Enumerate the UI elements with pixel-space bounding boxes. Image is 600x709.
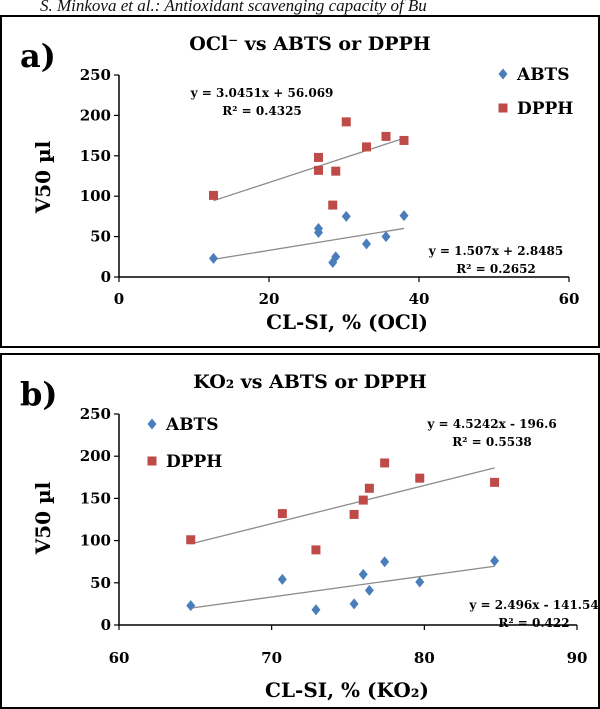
legend-label-abts: ABTS bbox=[165, 415, 219, 435]
y-tick-label: 0 bbox=[101, 616, 111, 634]
data-point-abts bbox=[380, 556, 390, 568]
y-tick-label: 200 bbox=[80, 106, 111, 124]
panel-label: a) bbox=[20, 37, 56, 75]
data-point-abts bbox=[277, 573, 287, 585]
data-point-abts bbox=[364, 584, 374, 596]
trendline bbox=[190, 565, 495, 609]
trendline-r2: R² = 0.5538 bbox=[452, 435, 532, 449]
data-point-dpph bbox=[381, 131, 391, 141]
trendline-r2: R² = 0.4325 bbox=[222, 104, 302, 118]
data-point-dpph bbox=[364, 483, 374, 493]
legend-marker-dpph bbox=[147, 456, 157, 466]
x-tick-label: 80 bbox=[414, 649, 435, 667]
series-dpph bbox=[209, 117, 409, 210]
data-point-dpph bbox=[277, 509, 287, 519]
data-point-abts bbox=[490, 555, 500, 567]
data-point-dpph bbox=[358, 495, 368, 505]
data-point-abts bbox=[358, 568, 368, 580]
data-point-dpph bbox=[311, 545, 321, 555]
data-point-abts bbox=[381, 231, 391, 243]
series-abts bbox=[186, 555, 500, 616]
panel-border bbox=[0, 353, 600, 709]
data-point-dpph bbox=[341, 117, 351, 127]
trendline bbox=[190, 467, 495, 545]
data-point-abts bbox=[209, 252, 218, 264]
legend-label-dpph: DPPH bbox=[517, 99, 573, 119]
data-point-dpph bbox=[349, 509, 359, 519]
data-point-dpph bbox=[209, 190, 218, 200]
panel-label: b) bbox=[20, 375, 58, 413]
data-point-abts bbox=[311, 604, 321, 616]
x-axis-label: CL-SI, % (KO₂) bbox=[265, 678, 429, 702]
trendline-r2: R² = 0.422 bbox=[498, 616, 569, 630]
data-point-dpph bbox=[490, 477, 500, 487]
data-point-dpph bbox=[362, 142, 371, 152]
data-point-dpph bbox=[331, 166, 341, 176]
panel-border bbox=[0, 15, 600, 348]
chart-title: OCl⁻ vs ABTS or DPPH bbox=[189, 33, 431, 55]
legend-marker-abts bbox=[147, 418, 157, 430]
data-point-abts bbox=[349, 598, 359, 610]
y-tick-label: 150 bbox=[80, 489, 111, 507]
series-abts bbox=[209, 210, 409, 268]
data-point-dpph bbox=[328, 200, 338, 210]
data-point-dpph bbox=[314, 165, 323, 175]
chart-panel-a: a) OCl⁻ vs ABTS or DPPH 0 50 100 150 200 250 0 20… bbox=[0, 15, 600, 348]
y-tick-label: 250 bbox=[80, 405, 111, 423]
data-point-dpph bbox=[380, 458, 390, 468]
data-point-abts bbox=[331, 251, 341, 263]
x-tick-label: 90 bbox=[567, 649, 588, 667]
y-tick-label: 0 bbox=[101, 268, 111, 286]
trendline bbox=[213, 137, 405, 202]
legend-label-abts: ABTS bbox=[516, 65, 570, 85]
y-tick-label: 100 bbox=[80, 532, 111, 550]
data-point-dpph bbox=[399, 135, 409, 145]
running-header: S. Minkova et al.: Antioxidant scavengin… bbox=[40, 0, 427, 15]
y-tick-label: 50 bbox=[90, 228, 111, 246]
trendline-equation: y = 1.507x + 2.8485 bbox=[428, 244, 563, 258]
y-tick-label: 100 bbox=[80, 187, 111, 205]
data-point-abts bbox=[399, 210, 409, 222]
trendline bbox=[213, 227, 405, 260]
legend-label-dpph: DPPH bbox=[166, 452, 222, 472]
data-point-abts bbox=[341, 210, 351, 222]
legend-marker-abts bbox=[498, 68, 508, 80]
x-tick-label: 70 bbox=[261, 649, 282, 667]
x-axis-label: CL-SI, % (OCl) bbox=[266, 310, 428, 334]
data-point-dpph bbox=[415, 473, 425, 483]
y-axis-label: V50 µl bbox=[31, 481, 55, 555]
data-point-abts bbox=[415, 576, 425, 588]
legend-marker-dpph bbox=[498, 103, 508, 113]
y-tick-label: 50 bbox=[90, 574, 111, 592]
data-point-abts bbox=[362, 238, 371, 250]
x-tick-label: 40 bbox=[409, 290, 430, 308]
trendline-equation: y = 3.0451x + 56.069 bbox=[190, 86, 334, 100]
data-point-abts bbox=[314, 227, 323, 239]
trendline-equation: y = 2.496x - 141.54 bbox=[468, 598, 598, 612]
chart-panel-b: b) KO₂ vs ABTS or DPPH 0 50 100 150 200 250 60 70… bbox=[0, 353, 600, 709]
data-point-dpph bbox=[186, 535, 196, 545]
trendline-r2: R² = 0.2652 bbox=[456, 262, 536, 276]
x-tick-label: 20 bbox=[259, 290, 280, 308]
series-dpph bbox=[186, 458, 500, 555]
x-tick-label: 60 bbox=[109, 649, 130, 667]
x-tick-label: 0 bbox=[114, 290, 124, 308]
trendline-equation: y = 4.5242x - 196.6 bbox=[426, 417, 556, 431]
y-tick-label: 200 bbox=[80, 447, 111, 465]
y-tick-label: 250 bbox=[80, 66, 111, 84]
data-point-dpph bbox=[314, 152, 323, 162]
chart-title: KO₂ vs ABTS or DPPH bbox=[193, 371, 426, 393]
x-tick-label: 60 bbox=[559, 290, 580, 308]
y-tick-label: 150 bbox=[80, 147, 111, 165]
data-point-abts bbox=[186, 600, 196, 612]
y-axis-label: V50 µl bbox=[31, 140, 55, 214]
